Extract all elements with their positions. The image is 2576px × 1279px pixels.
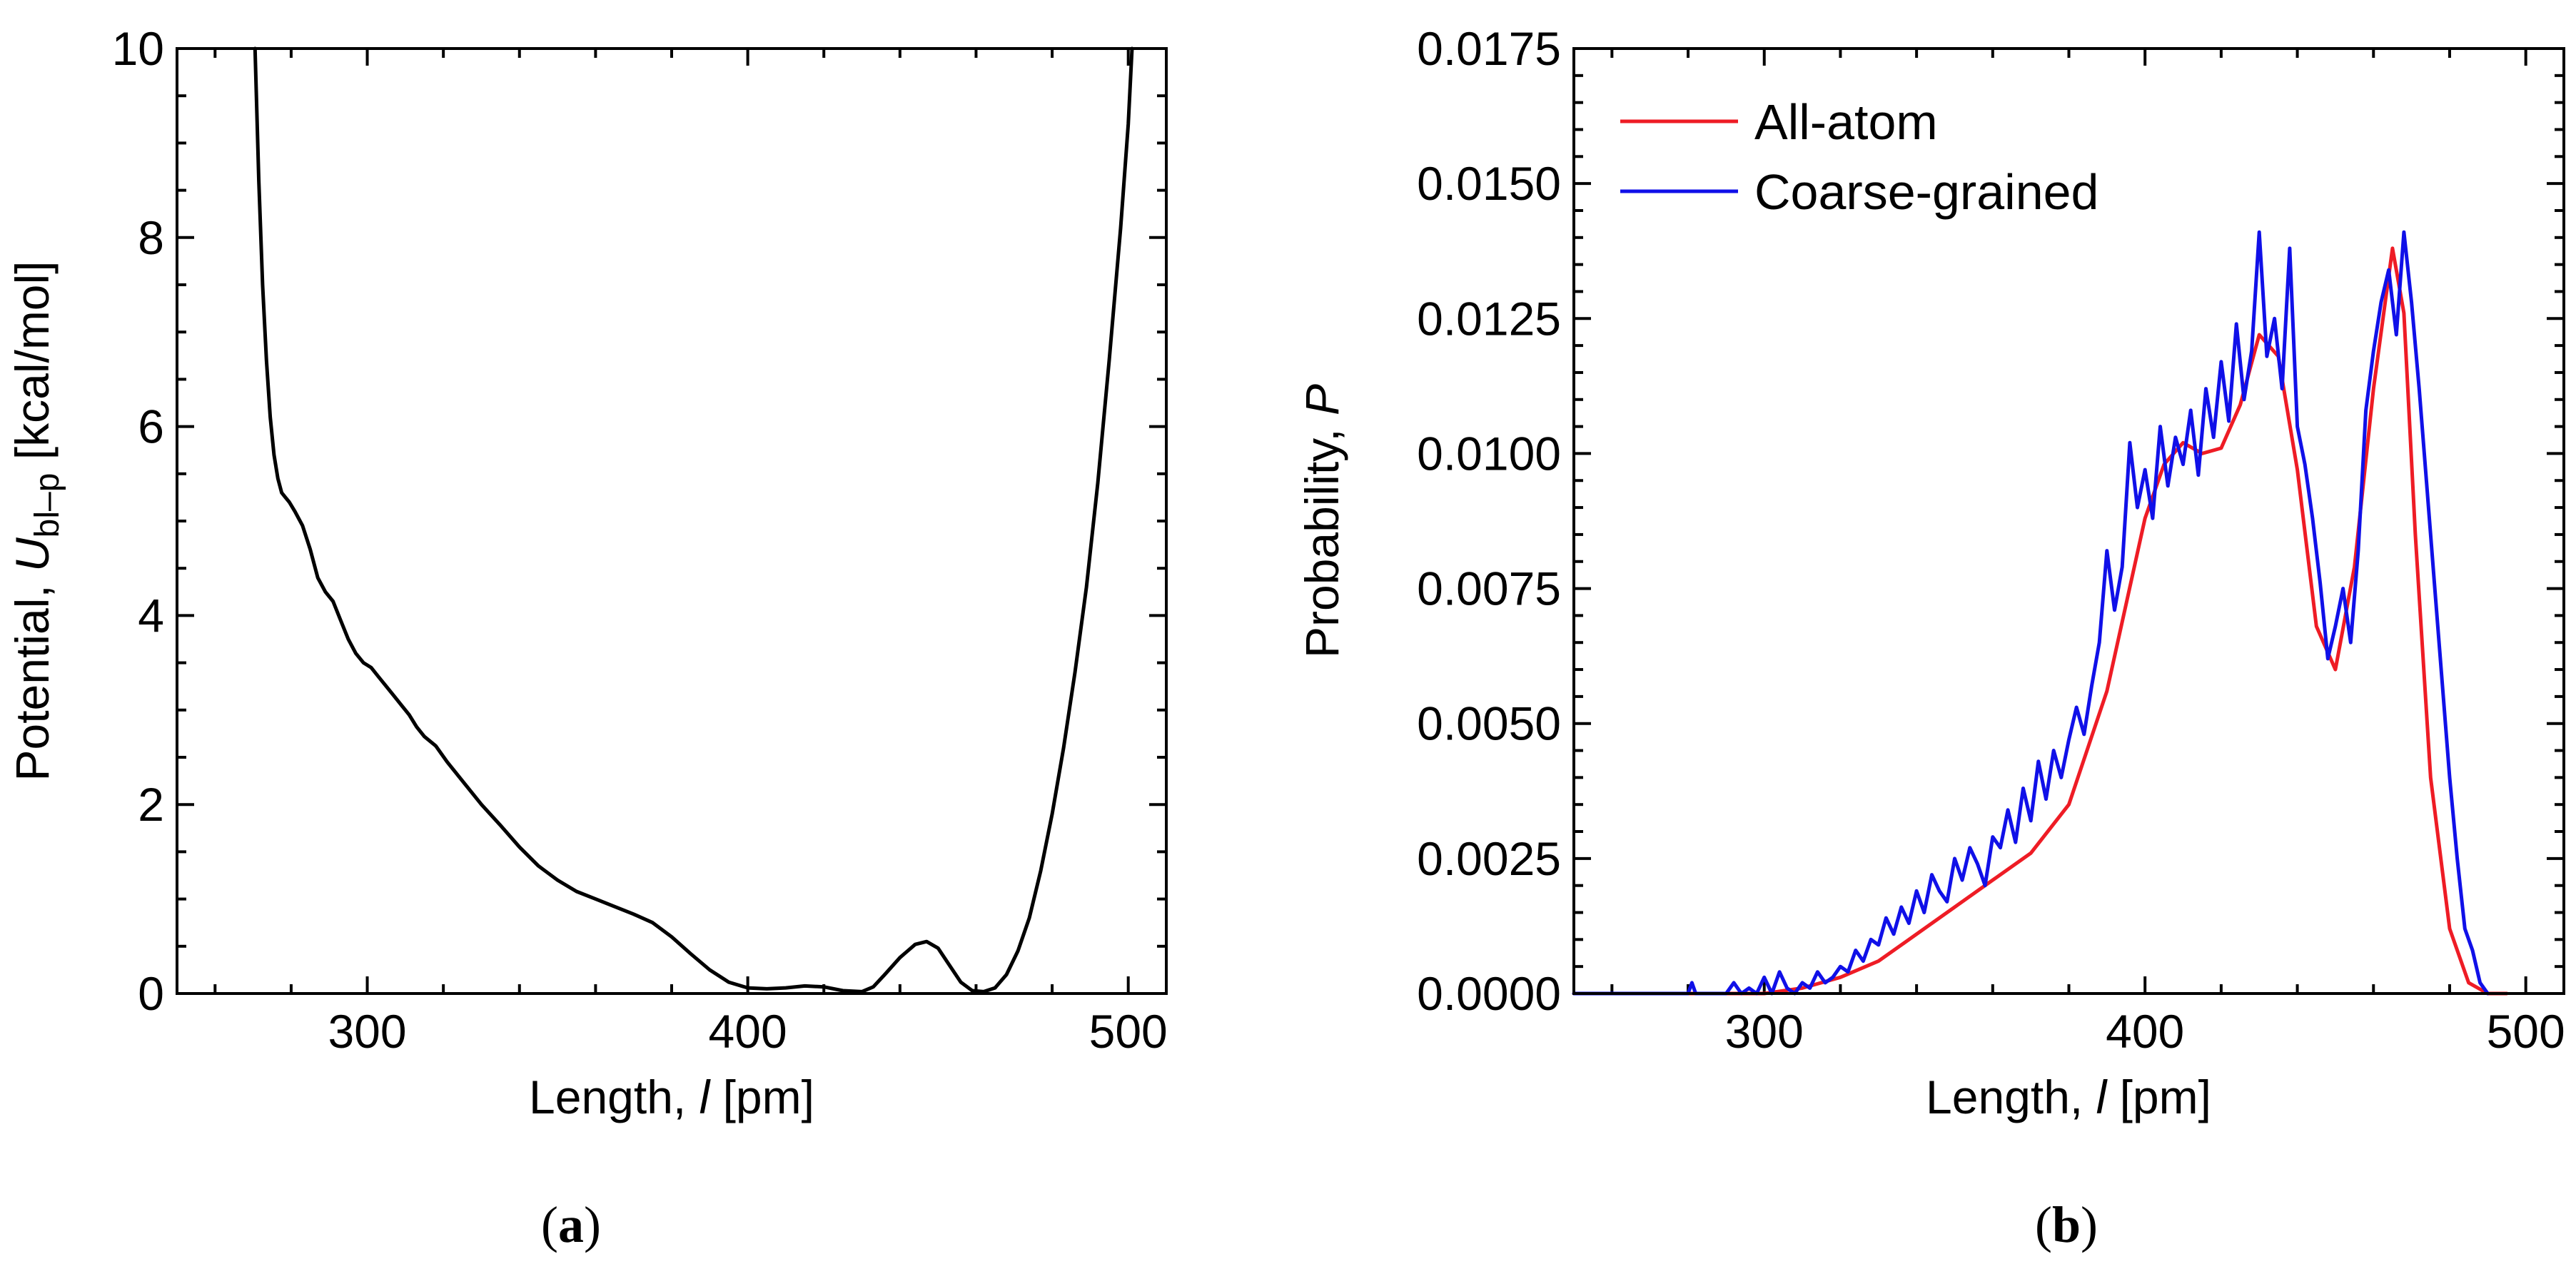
y-axis-title-unit: [kcal/mol] xyxy=(6,261,59,472)
caption-open-paren: ( xyxy=(541,1196,558,1253)
y-tick-label: 0.0025 xyxy=(1417,832,1561,885)
y-tick-label: 0.0150 xyxy=(1417,157,1561,210)
panel-b-caption: (b) xyxy=(2035,1196,2098,1253)
y-axis-title-prefix: Potential, xyxy=(6,572,59,782)
panel-a-x-tick-labels: 300 400 500 xyxy=(328,1005,1167,1058)
x-axis-title-variable: l xyxy=(2096,1071,2108,1123)
panel-b-series xyxy=(1572,230,2509,996)
y-tick-label: 0 xyxy=(138,967,164,1020)
y-axis-title-prefix: Probability, xyxy=(1295,415,1348,658)
panel-b-plot-frame xyxy=(1572,47,2565,995)
panel-b-x-tick-labels: 300 400 500 xyxy=(1725,1005,2565,1058)
x-axis-title-variable: l xyxy=(699,1071,712,1123)
x-tick-label: 300 xyxy=(328,1005,406,1058)
caption-open-paren: ( xyxy=(2035,1196,2052,1253)
series-line-all-atom xyxy=(1572,246,2509,996)
y-tick-label: 0.0050 xyxy=(1417,697,1561,750)
panel-b-y-axis-title: Probability, P xyxy=(1295,384,1348,658)
y-tick-label: 4 xyxy=(138,589,164,642)
panel-a-y-tick-labels: 0 2 4 6 8 10 xyxy=(112,22,164,1020)
y-tick-label: 0.0125 xyxy=(1417,292,1561,345)
panel-b-y-tick-labels: 0.0000 0.0025 0.0050 0.0075 0.0100 0.0125 0.01… xyxy=(1417,22,1561,1020)
y-tick-label: 8 xyxy=(138,211,164,264)
panel-a-plot-frame xyxy=(176,47,1168,995)
x-axis-title-prefix: Length, xyxy=(529,1071,699,1123)
x-axis-title-unit: [pm] xyxy=(2106,1071,2211,1123)
x-tick-label: 400 xyxy=(2106,1005,2184,1058)
y-tick-label: 0.0000 xyxy=(1417,967,1561,1020)
series-line-coarse-grained xyxy=(1572,230,2490,996)
y-axis-title-variable: P xyxy=(1295,384,1348,415)
y-tick-label: 0.0075 xyxy=(1417,562,1561,615)
panel-b-legend: All-atom Coarse-grained xyxy=(1620,94,2098,220)
x-tick-label: 300 xyxy=(1725,1005,1804,1058)
y-axis-title-variable: U xyxy=(6,537,59,572)
caption-close-paren: ) xyxy=(584,1196,601,1253)
panel-b-probability-chart: 300 400 500 0.0000 0.0025 0.0050 0.0075 0.0100… xyxy=(1295,22,2565,1253)
panel-a-tick-marks xyxy=(177,47,1166,995)
legend-label-all-atom: All-atom xyxy=(1754,94,1938,150)
y-tick-label: 10 xyxy=(112,22,164,75)
y-tick-label: 0.0175 xyxy=(1417,22,1561,75)
y-tick-label: 2 xyxy=(138,778,164,831)
caption-letter: a xyxy=(558,1196,584,1253)
y-tick-label: 6 xyxy=(138,400,164,453)
panel-a-caption: (a) xyxy=(541,1196,601,1253)
panel-a-series xyxy=(253,46,1134,994)
x-tick-label: 500 xyxy=(2487,1005,2565,1058)
y-tick-label: 0.0100 xyxy=(1417,427,1561,480)
panel-b-x-axis-title: Length, l [pm] xyxy=(1926,1071,2211,1123)
legend-label-coarse-grained: Coarse-grained xyxy=(1754,164,2098,220)
x-axis-title-prefix: Length, xyxy=(1926,1071,2096,1123)
x-axis-title-unit: [pm] xyxy=(709,1071,814,1123)
series-line-potential xyxy=(253,46,1134,994)
panel-a-y-axis-title: Potential, Ubl–p [kcal/mol] xyxy=(6,261,66,781)
caption-close-paren: ) xyxy=(2081,1196,2098,1253)
y-axis-title-subscript: bl–p xyxy=(29,473,66,538)
caption-letter: b xyxy=(2052,1196,2081,1253)
x-tick-label: 500 xyxy=(1089,1005,1168,1058)
panel-a-potential-chart: 300 400 500 0 2 4 6 8 10 Length, l [pm] Potenti… xyxy=(6,22,1168,1253)
panel-a-x-axis-title: Length, l [pm] xyxy=(529,1071,814,1123)
x-tick-label: 400 xyxy=(709,1005,787,1058)
